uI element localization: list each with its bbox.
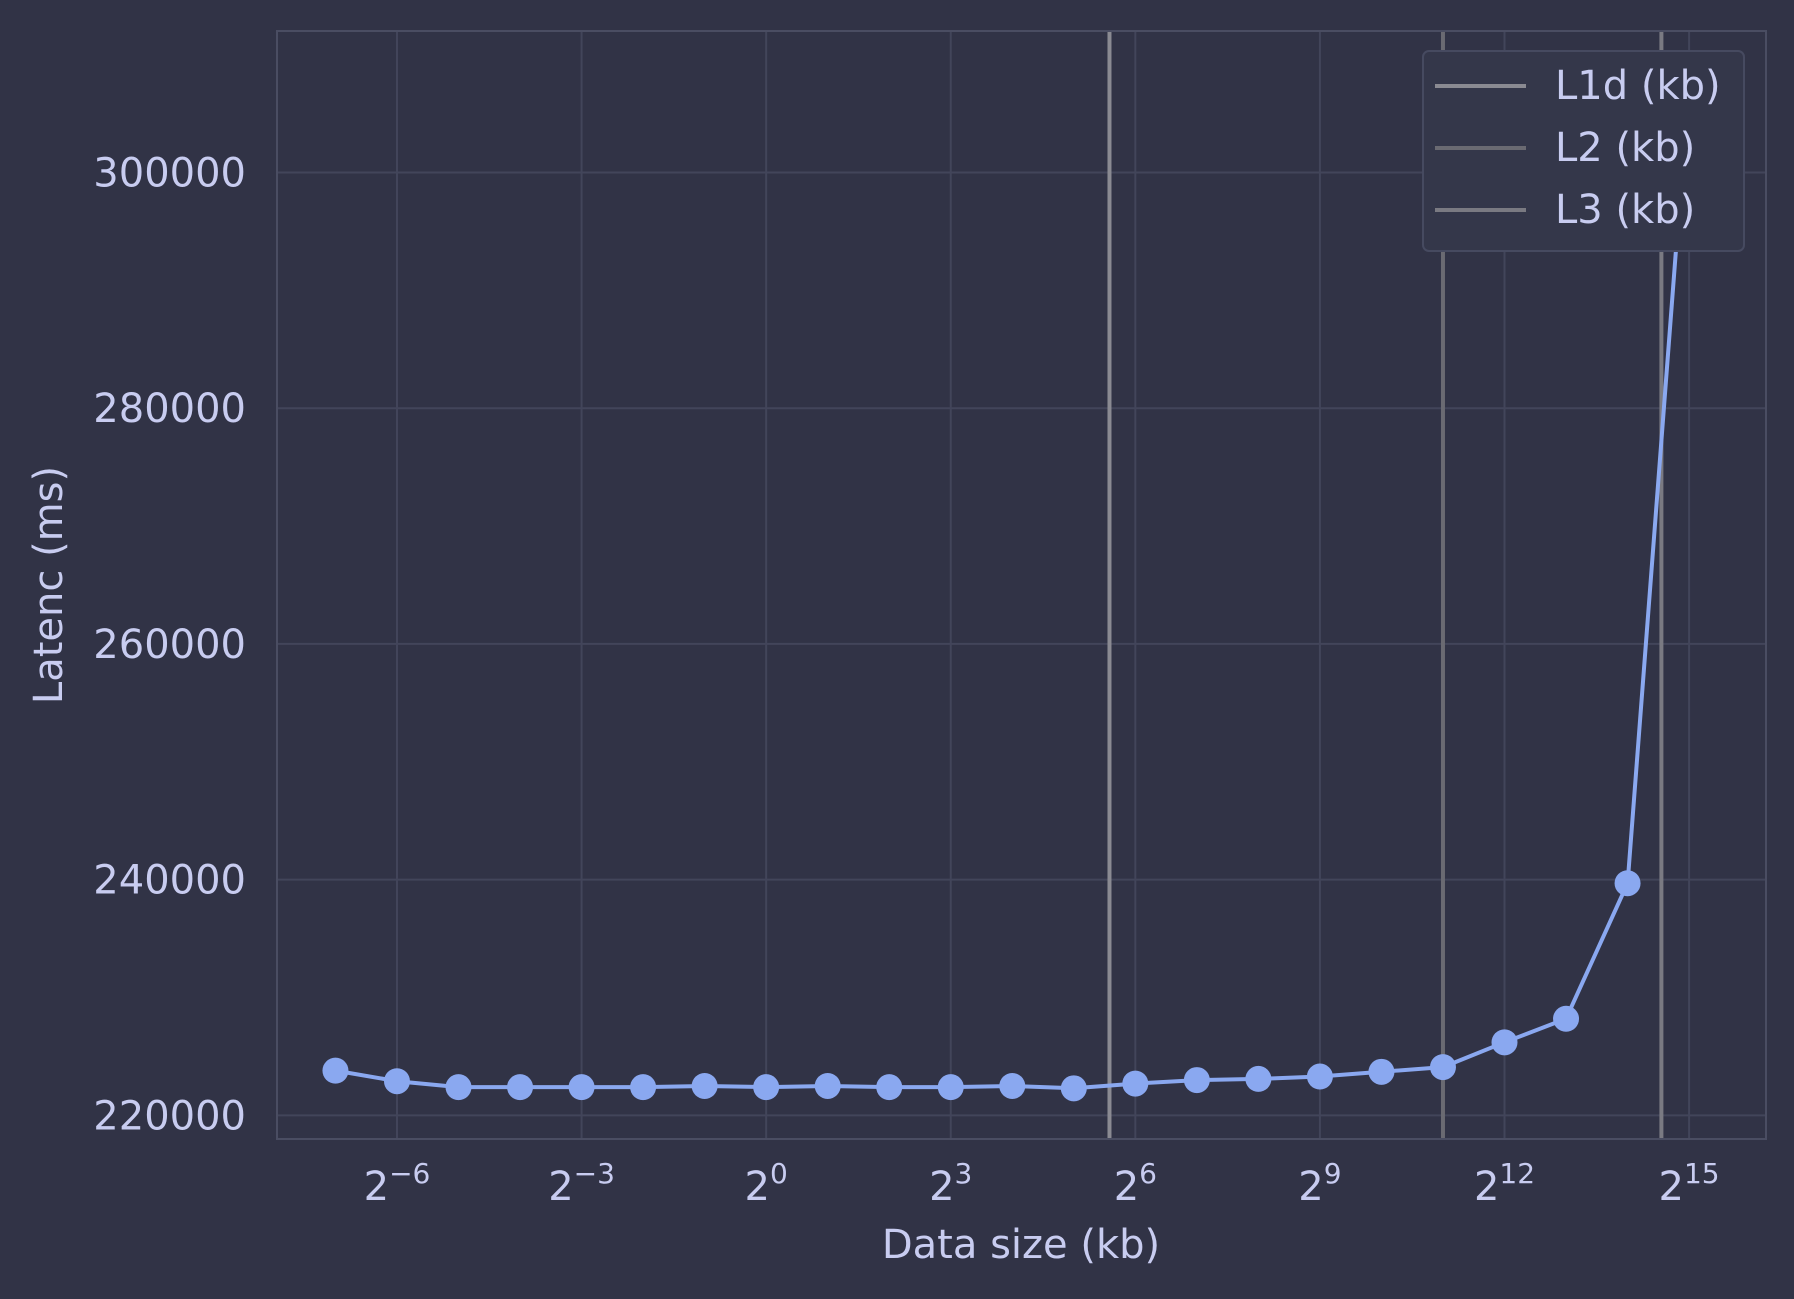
data-point — [1368, 1058, 1395, 1085]
data-point — [999, 1072, 1026, 1099]
x-tick-label: 2−6 — [364, 1157, 431, 1210]
data-point — [876, 1074, 903, 1101]
x-tick-label: 20 — [745, 1157, 788, 1210]
plot-frame — [276, 30, 1767, 1140]
data-point — [814, 1072, 841, 1099]
y-tick-label: 300000 — [93, 150, 246, 196]
data-point — [1122, 1070, 1149, 1097]
data-point — [1245, 1065, 1272, 1092]
x-tick-labels: 2−6 2−3 20 23 26 29 212 215 — [364, 1157, 1720, 1210]
x-tick-label: 212 — [1474, 1157, 1535, 1210]
x-tick-label: 2−3 — [548, 1157, 615, 1210]
x-axis-label: Data size (kb) — [882, 1222, 1160, 1268]
x-tick-label: 29 — [1298, 1157, 1341, 1210]
data-point — [568, 1074, 595, 1101]
data-point — [383, 1068, 410, 1095]
data-point — [1306, 1063, 1333, 1090]
y-axis-label: Latenc (ms) — [26, 466, 72, 704]
data-point — [507, 1074, 534, 1101]
y-tick-label: 240000 — [93, 858, 246, 904]
data-point — [322, 1057, 349, 1084]
legend-label-l1d: L1d (kb) — [1555, 63, 1721, 109]
data-point — [937, 1074, 964, 1101]
data-point — [1553, 1005, 1580, 1032]
data-point — [1614, 870, 1641, 897]
legend-label-l2: L2 (kb) — [1555, 125, 1695, 171]
data-point — [630, 1074, 657, 1101]
x-tick-label: 23 — [929, 1157, 972, 1210]
y-tick-label: 260000 — [93, 622, 246, 668]
y-tick-labels: 220000 240000 260000 280000 300000 — [93, 150, 246, 1139]
data-point — [445, 1074, 472, 1101]
y-tick-label: 280000 — [93, 386, 246, 432]
data-point — [1491, 1029, 1518, 1056]
data-point — [1060, 1075, 1087, 1102]
y-tick-label: 220000 — [93, 1093, 246, 1139]
legend: L1d (kb) L2 (kb) L3 (kb) — [1422, 50, 1745, 252]
data-point — [753, 1074, 780, 1101]
x-tick-label: 26 — [1114, 1157, 1157, 1210]
series-layer — [322, 65, 1703, 1102]
legend-label-l3: L3 (kb) — [1555, 187, 1695, 233]
data-point — [691, 1072, 718, 1099]
x-tick-label: 215 — [1659, 1157, 1720, 1210]
data-point — [1429, 1054, 1456, 1081]
data-point — [1183, 1067, 1210, 1094]
legend-box — [1422, 50, 1745, 252]
